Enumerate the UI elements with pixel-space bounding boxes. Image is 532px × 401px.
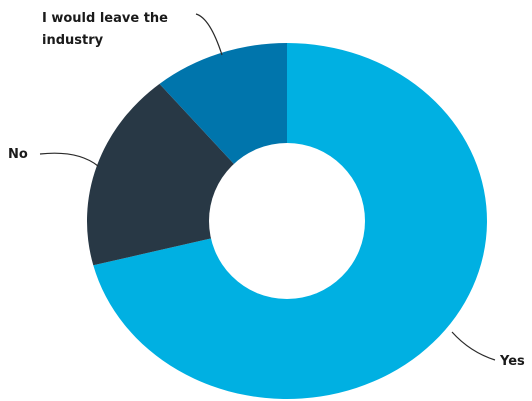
donut-hole <box>209 143 365 299</box>
leader-line <box>451 331 496 361</box>
slice-label-line: Yes <box>499 354 525 369</box>
slice-labels: Yes No I would leave the industry <box>8 11 525 369</box>
leader-line <box>39 152 99 167</box>
slice-label-line: industry <box>42 33 104 48</box>
leader-line <box>195 13 223 56</box>
slice-label-line: I would leave the <box>42 11 168 26</box>
slice-label: No <box>8 147 28 162</box>
slice-label: Yes <box>499 354 525 369</box>
slice-label-line: No <box>8 147 28 162</box>
slice-label: I would leave the industry <box>42 11 168 48</box>
leader-lines <box>39 13 496 361</box>
